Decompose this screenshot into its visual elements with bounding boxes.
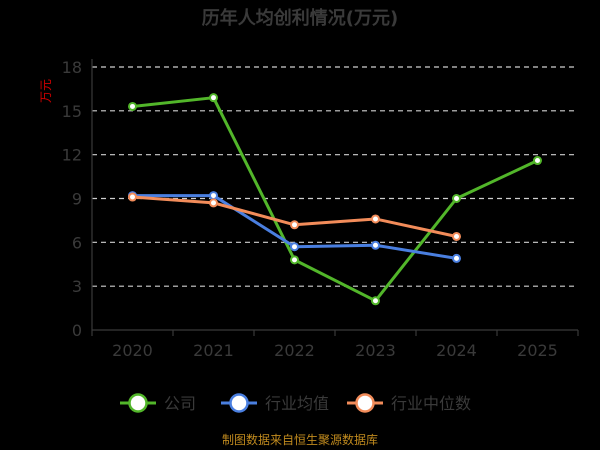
series-2: [128, 192, 461, 241]
y-tick-label: 18: [62, 58, 82, 77]
legend-label: 行业中位数: [391, 394, 471, 413]
legend-item: 行业中位数: [347, 393, 471, 413]
data-point: [290, 220, 299, 230]
y-tick-label: 0: [72, 321, 82, 340]
series-lines: [128, 93, 542, 306]
data-point: [452, 253, 461, 263]
series-line: [132, 195, 457, 238]
x-tick-label: 2020: [112, 341, 153, 360]
x-tick-label: 2024: [436, 341, 477, 360]
x-tick-label: 2022: [274, 341, 315, 360]
data-point: [209, 93, 218, 103]
y-tick-label: 6: [72, 233, 82, 252]
x-tick-label: 2021: [193, 341, 234, 360]
y-tick-label: 15: [62, 102, 82, 121]
data-point: [290, 255, 299, 265]
legend-label: 行业均值: [265, 394, 329, 413]
legend-item: 公司: [120, 393, 196, 413]
data-point: [290, 242, 299, 252]
axes: 0 3 6 9 12 15 18 2020 2021 2022 2023 2024 2025: [62, 58, 579, 360]
legend-label: 公司: [164, 394, 196, 413]
data-point: [209, 191, 218, 201]
data-point: [209, 198, 218, 208]
data-point: [128, 192, 137, 202]
data-point: [533, 156, 542, 166]
data-point: [452, 231, 461, 241]
legend: 公司 行业均值 行业中位数: [120, 393, 471, 413]
y-tick-label: 12: [62, 146, 82, 165]
legend-marker: [355, 393, 375, 413]
legend-marker: [128, 393, 148, 413]
legend-marker: [229, 393, 249, 413]
x-tick-label: 2025: [517, 341, 558, 360]
data-point: [371, 296, 380, 306]
data-point: [371, 214, 380, 224]
x-tick-label: 2023: [355, 341, 396, 360]
y-tick-label: 3: [72, 277, 82, 296]
series-0: [128, 93, 542, 306]
y-unit-label: 万元: [39, 79, 53, 103]
legend-item: 行业均值: [221, 393, 329, 413]
data-point: [371, 240, 380, 250]
y-tick-label: 9: [72, 190, 82, 209]
data-point: [452, 194, 461, 203]
series-line: [132, 96, 539, 303]
source-footer: 制图数据来自恒生聚源数据库: [222, 432, 378, 447]
chart-title: 历年人均创利情况(万元): [202, 7, 398, 29]
data-point: [128, 101, 137, 111]
